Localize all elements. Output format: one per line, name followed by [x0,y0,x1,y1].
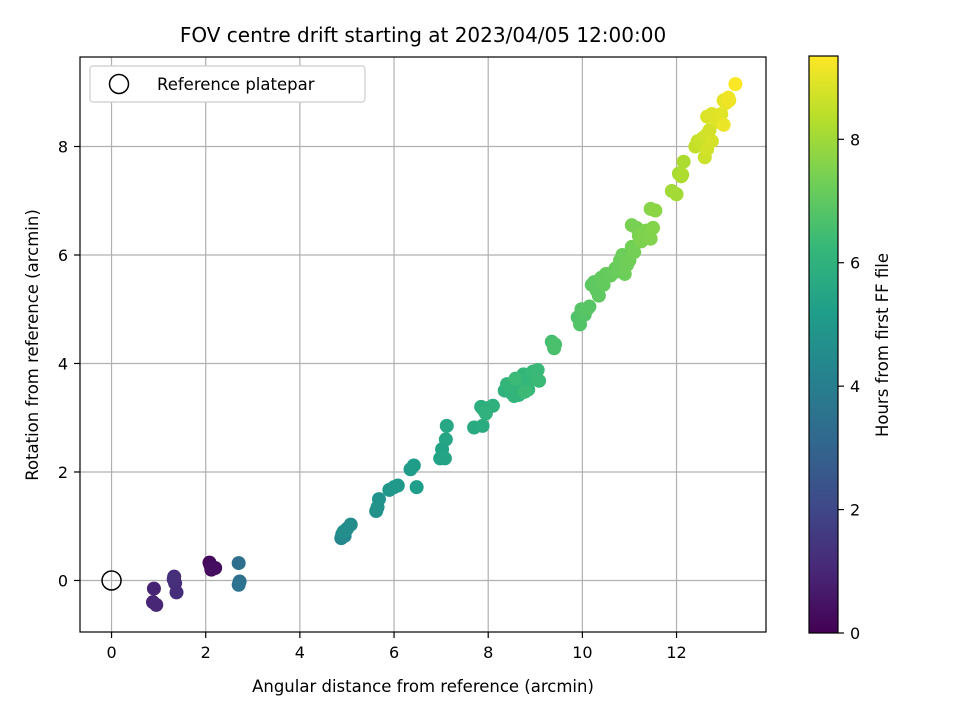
y-tick-label: 4 [58,354,68,373]
data-point [532,373,547,388]
colorbar-label: Hours from first FF file [873,253,892,437]
data-point [475,418,490,433]
data-point [702,123,717,138]
legend-box [89,65,366,103]
data-point [591,288,606,303]
x-tick-label: 8 [483,643,493,662]
x-axis-label: Angular distance from reference (arcmin) [252,677,594,696]
data-point [438,432,453,447]
y-tick-label: 6 [58,246,68,265]
data-point [437,451,452,466]
x-tick-label: 6 [389,643,399,662]
colorbar-tick-label: 0 [850,624,860,643]
colorbar: 0 2 4 6 8 Hours from first FF file [808,55,892,643]
data-point [517,384,532,399]
data-point [149,597,164,612]
grid [80,57,766,632]
chart-title: FOV centre drift starting at 2023/04/05 … [180,23,666,47]
y-tick-label: 2 [58,463,68,482]
data-point [728,77,743,92]
x-axis-ticks: 0 2 4 6 8 10 12 [106,632,687,662]
data-point [646,220,661,235]
data-point [627,245,642,260]
data-point [722,93,737,108]
data-point [231,577,246,592]
colorbar-ticks: 0 2 4 6 8 [838,130,860,643]
data-point [166,572,181,587]
data-point [648,203,663,218]
y-axis-ticks: 0 2 4 6 8 [58,138,80,590]
data-point [406,458,421,473]
data-point [704,134,719,149]
y-axis-label: Rotation from reference (arcmin) [23,209,42,481]
data-point [390,478,405,493]
data-point [582,299,597,314]
x-tick-label: 12 [666,643,686,662]
y-tick-label: 8 [58,138,68,157]
data-points [145,77,743,612]
data-point [169,585,184,600]
data-point [478,406,493,421]
colorbar-tick-label: 8 [850,130,860,149]
plot-frame [79,56,767,633]
data-point [643,231,658,246]
data-point [716,117,731,132]
legend: Reference platepar [89,65,366,103]
legend-label: Reference platepar [157,75,315,94]
data-point [548,337,563,352]
data-point [439,418,454,433]
x-tick-label: 10 [572,643,592,662]
colorbar-frame [808,55,839,634]
colorbar-gradient [809,56,838,633]
legend-marker [108,73,130,95]
data-point [530,362,545,377]
colorbar-tick-label: 2 [850,501,860,520]
x-tick-label: 2 [201,643,211,662]
data-point [409,480,424,495]
data-point [676,154,691,169]
colorbar-tick-label: 6 [850,254,860,273]
data-point [371,492,386,507]
reference-platepar-marker [101,570,122,591]
data-point [336,524,351,539]
colorbar-tick-label: 4 [850,377,860,396]
data-point [714,106,729,121]
data-point [146,581,161,596]
data-point [508,371,523,386]
data-point [669,187,684,202]
data-point [675,167,690,182]
x-tick-label: 0 [106,643,116,662]
data-point [231,556,246,571]
y-tick-label: 0 [58,571,68,590]
data-point [205,561,220,576]
x-tick-label: 4 [295,643,305,662]
